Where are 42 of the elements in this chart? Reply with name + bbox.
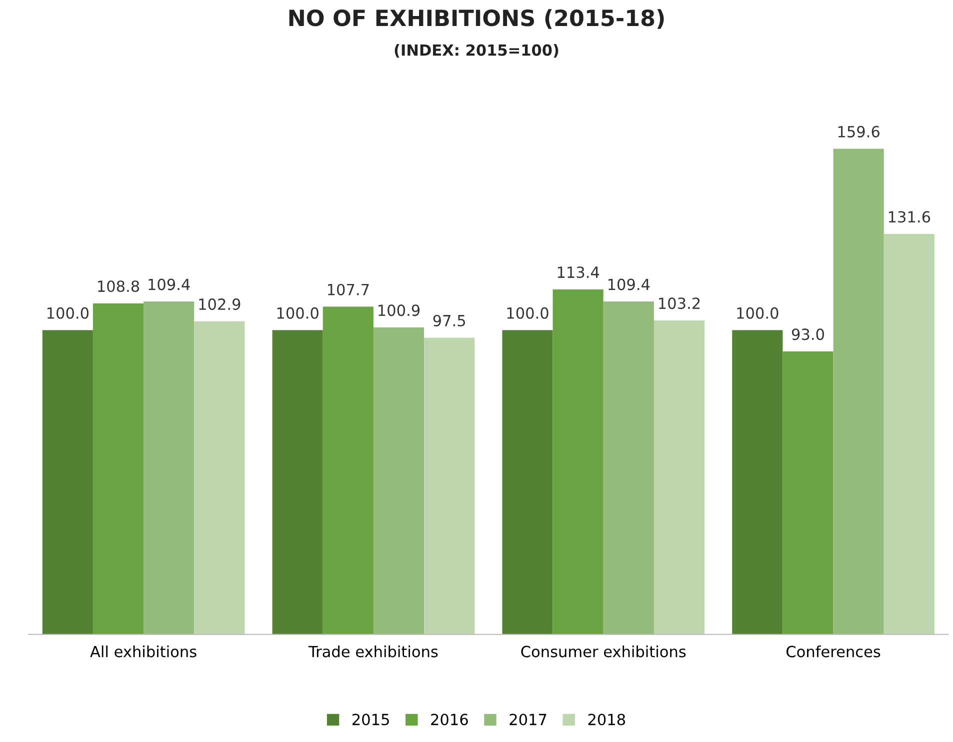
bar <box>502 330 553 634</box>
x-tick-label: Consumer exhibitions <box>521 646 686 658</box>
bar <box>92 303 144 634</box>
bar <box>424 338 475 634</box>
data-label: 109.4 <box>608 278 650 290</box>
legend-label: 2016 <box>431 714 468 726</box>
data-label: 103.2 <box>659 298 700 310</box>
bar <box>552 289 604 634</box>
data-label: 100.9 <box>378 304 420 316</box>
chart-title: NO OF EXHIBITIONS (2015-18) <box>289 9 664 29</box>
x-tick-label: All exhibitions <box>90 646 196 658</box>
data-label: 131.6 <box>888 211 930 223</box>
data-label: 100.0 <box>277 307 318 319</box>
data-label: 108.8 <box>98 280 140 292</box>
bar <box>272 330 323 634</box>
x-tick-label: Trade exhibitions <box>308 646 438 658</box>
bar <box>373 327 424 634</box>
x-tick-label: Conferences <box>786 646 880 658</box>
bar <box>144 302 194 634</box>
chart-subtitle: (INDEX: 2015=100) <box>394 44 558 58</box>
bar <box>732 330 783 634</box>
bar <box>833 148 884 634</box>
data-label: 93.0 <box>792 328 824 340</box>
data-label: 100.0 <box>47 307 89 319</box>
data-label: 109.4 <box>148 278 190 290</box>
data-label: 113.4 <box>558 266 600 278</box>
bar <box>42 330 93 634</box>
data-label: 107.7 <box>328 284 369 296</box>
data-label: 159.6 <box>838 126 880 138</box>
bar <box>322 306 374 634</box>
bar <box>194 321 245 634</box>
legend-label: 2017 <box>510 714 546 726</box>
legend-label: 2018 <box>588 714 626 726</box>
bar <box>603 302 654 634</box>
bar <box>884 234 934 634</box>
data-label: 97.5 <box>433 314 465 326</box>
bar <box>782 351 834 634</box>
bar <box>654 320 705 634</box>
data-label: 100.0 <box>507 307 548 319</box>
data-label: 102.9 <box>199 298 240 310</box>
legend-label: 2015 <box>352 714 389 726</box>
data-label: 100.0 <box>737 307 778 319</box>
